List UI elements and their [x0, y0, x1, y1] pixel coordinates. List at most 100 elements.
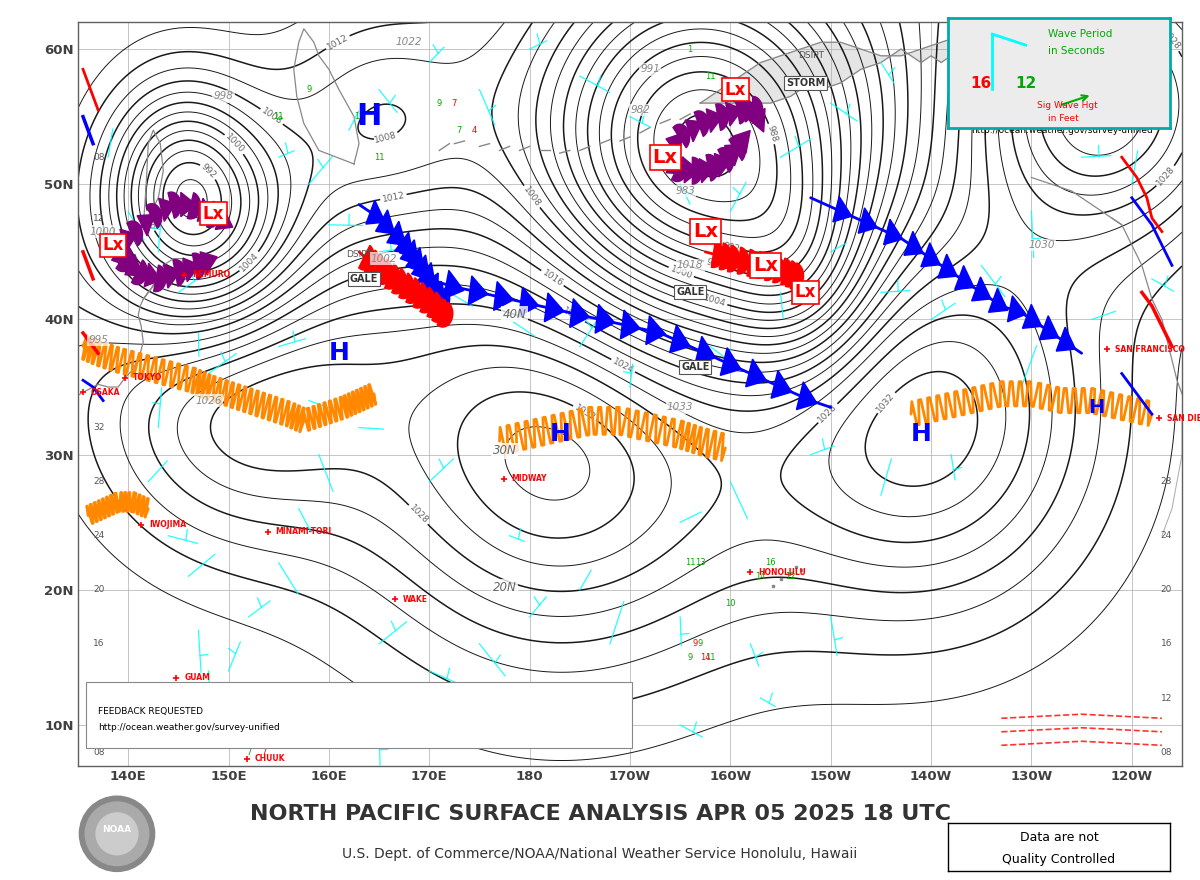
Polygon shape — [706, 155, 719, 181]
Text: http://ocean.weather.gov/survey-unified: http://ocean.weather.gov/survey-unified — [98, 723, 280, 732]
Text: 982: 982 — [630, 105, 650, 115]
Text: 1032: 1032 — [1037, 67, 1055, 92]
Polygon shape — [431, 288, 450, 313]
Text: 11: 11 — [685, 558, 696, 568]
Polygon shape — [720, 348, 740, 376]
Polygon shape — [493, 282, 514, 311]
Text: 24: 24 — [94, 532, 104, 540]
Polygon shape — [376, 209, 395, 234]
Polygon shape — [745, 359, 767, 387]
Polygon shape — [752, 96, 763, 123]
Text: FEEDBACK REQUESTED: FEEDBACK REQUESTED — [98, 707, 203, 716]
Text: 4: 4 — [472, 126, 478, 135]
Text: 992: 992 — [721, 241, 740, 254]
Text: MIDWAY: MIDWAY — [511, 474, 547, 483]
Polygon shape — [595, 304, 614, 334]
Text: 995: 995 — [88, 334, 108, 345]
Text: 996: 996 — [704, 258, 724, 271]
Polygon shape — [725, 144, 742, 165]
Text: 12: 12 — [94, 214, 104, 223]
Polygon shape — [444, 270, 463, 298]
Text: in Seconds: in Seconds — [1048, 46, 1105, 55]
Polygon shape — [412, 255, 431, 280]
Text: HONOLULU: HONOLULU — [758, 568, 806, 576]
Polygon shape — [182, 258, 199, 282]
Text: 1028: 1028 — [1160, 29, 1182, 52]
Text: 983: 983 — [676, 186, 695, 196]
Polygon shape — [132, 260, 148, 284]
Text: 24: 24 — [1160, 532, 1172, 540]
Text: 12: 12 — [785, 572, 796, 581]
Polygon shape — [666, 133, 683, 156]
Polygon shape — [116, 248, 133, 272]
Text: 12: 12 — [1160, 693, 1172, 702]
Text: H: H — [1088, 398, 1105, 417]
Polygon shape — [781, 258, 793, 285]
Polygon shape — [154, 265, 166, 291]
Polygon shape — [720, 243, 732, 269]
Text: 20: 20 — [1160, 585, 1172, 594]
Text: 08: 08 — [94, 748, 104, 757]
Polygon shape — [432, 297, 450, 323]
Polygon shape — [700, 158, 715, 183]
Polygon shape — [737, 247, 749, 274]
Text: 1000: 1000 — [223, 133, 246, 155]
Polygon shape — [955, 266, 974, 290]
Text: 4: 4 — [191, 734, 196, 743]
Polygon shape — [432, 297, 448, 322]
Text: 1033: 1033 — [667, 402, 694, 413]
Text: NOAA: NOAA — [102, 825, 132, 834]
Polygon shape — [746, 249, 758, 276]
Text: 1018: 1018 — [677, 260, 703, 270]
Polygon shape — [773, 256, 785, 282]
Polygon shape — [112, 243, 128, 266]
Polygon shape — [468, 275, 488, 304]
Polygon shape — [215, 208, 233, 230]
Text: 7: 7 — [457, 126, 462, 135]
Polygon shape — [401, 239, 419, 265]
Polygon shape — [727, 246, 739, 272]
Text: 1008: 1008 — [259, 106, 283, 127]
Polygon shape — [701, 22, 982, 103]
Text: 11: 11 — [374, 153, 384, 162]
Text: 20: 20 — [94, 585, 104, 594]
Text: 991: 991 — [640, 64, 660, 74]
Text: 996: 996 — [143, 211, 157, 231]
Text: 7: 7 — [246, 748, 251, 757]
Polygon shape — [670, 325, 690, 353]
Polygon shape — [920, 243, 940, 267]
Polygon shape — [200, 252, 217, 275]
Text: Lx: Lx — [653, 148, 678, 166]
Text: Sig Wave Hgt: Sig Wave Hgt — [1037, 101, 1098, 110]
Text: 1: 1 — [688, 45, 692, 54]
Polygon shape — [570, 298, 589, 327]
Text: 14: 14 — [755, 572, 766, 581]
Text: 14: 14 — [700, 653, 710, 662]
Text: 12: 12 — [1015, 76, 1037, 92]
Polygon shape — [359, 246, 374, 270]
Polygon shape — [144, 263, 161, 287]
Text: 10: 10 — [725, 599, 736, 608]
Polygon shape — [692, 158, 702, 184]
Text: 40N: 40N — [503, 307, 527, 320]
Polygon shape — [364, 250, 379, 275]
Text: 16: 16 — [198, 707, 209, 716]
Polygon shape — [168, 192, 181, 218]
Text: 1028: 1028 — [816, 402, 839, 424]
Polygon shape — [718, 148, 733, 172]
Text: 1016: 1016 — [540, 268, 564, 289]
Text: 08: 08 — [1160, 748, 1172, 757]
FancyBboxPatch shape — [86, 682, 632, 748]
Text: Lx: Lx — [102, 236, 124, 254]
Polygon shape — [120, 229, 137, 253]
Text: 1002: 1002 — [371, 253, 397, 264]
Text: Lx: Lx — [725, 81, 746, 99]
Text: 1032: 1032 — [875, 391, 896, 414]
Text: 9: 9 — [692, 640, 698, 649]
Polygon shape — [972, 277, 991, 301]
Text: SAN DIEGO: SAN DIEGO — [1166, 414, 1200, 422]
Polygon shape — [371, 254, 385, 280]
Text: http://ocean.weather.gov/survey-unified: http://ocean.weather.gov/survey-unified — [971, 126, 1153, 135]
Text: 28: 28 — [1160, 477, 1172, 486]
Text: 12: 12 — [94, 693, 104, 702]
